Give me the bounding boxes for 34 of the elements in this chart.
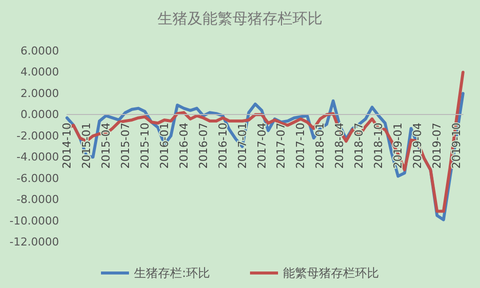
y-tick-label: 6.0000	[20, 44, 59, 58]
y-tick-label: -4.0000	[16, 150, 59, 164]
x-tick-label: 2018-01	[314, 122, 327, 169]
x-tick-label: 2017-07	[274, 122, 288, 169]
x-tick-label: 2019-01	[392, 122, 405, 169]
y-tick-label: 2.0000	[20, 86, 59, 100]
y-tick-label: -10.0000	[10, 214, 59, 228]
x-tick-label: 2019-10	[450, 122, 464, 169]
x-tick-label: 2019-04	[411, 122, 424, 169]
y-tick-label: -6.0000	[16, 172, 59, 185]
x-tick-label: 2015-10	[138, 122, 152, 169]
x-tick-label: 2015-07	[118, 122, 132, 169]
x-tick-label: 2017-01	[236, 122, 249, 169]
x-tick-label: 2016-01	[158, 122, 171, 169]
x-tick-label: 2017-10	[294, 122, 308, 169]
y-tick-label: 0.0000	[20, 108, 59, 122]
x-tick-label: 2016-10	[216, 122, 230, 169]
x-tick-label: 2015-04	[99, 122, 112, 169]
x-tick-label: 2019-07	[430, 122, 444, 169]
legend-label: 生猪存栏:环比	[134, 266, 210, 280]
x-tick-label: 2016-07	[196, 122, 210, 169]
x-tick-label: 2018-04	[333, 122, 346, 169]
x-tick-label: 2017-04	[255, 122, 268, 169]
y-tick-label: -12.0000	[10, 236, 59, 248]
x-tick-label: 2016-04	[177, 122, 190, 169]
x-tick-label: 2018-10	[372, 122, 386, 169]
x-tick-label: 2015-01	[80, 122, 93, 169]
y-tick-label: -2.0000	[16, 129, 59, 142]
x-tick-label: 2018-07	[352, 122, 366, 169]
y-tick-label: -8.0000	[16, 193, 59, 206]
x-tick-label: 2014-10	[60, 122, 74, 169]
legend-label: 能繁母猪存栏环比	[283, 266, 380, 280]
chart-title: 生猪及能繁母猪存栏环比	[158, 10, 322, 28]
y-tick-label: 4.0000	[20, 66, 59, 79]
